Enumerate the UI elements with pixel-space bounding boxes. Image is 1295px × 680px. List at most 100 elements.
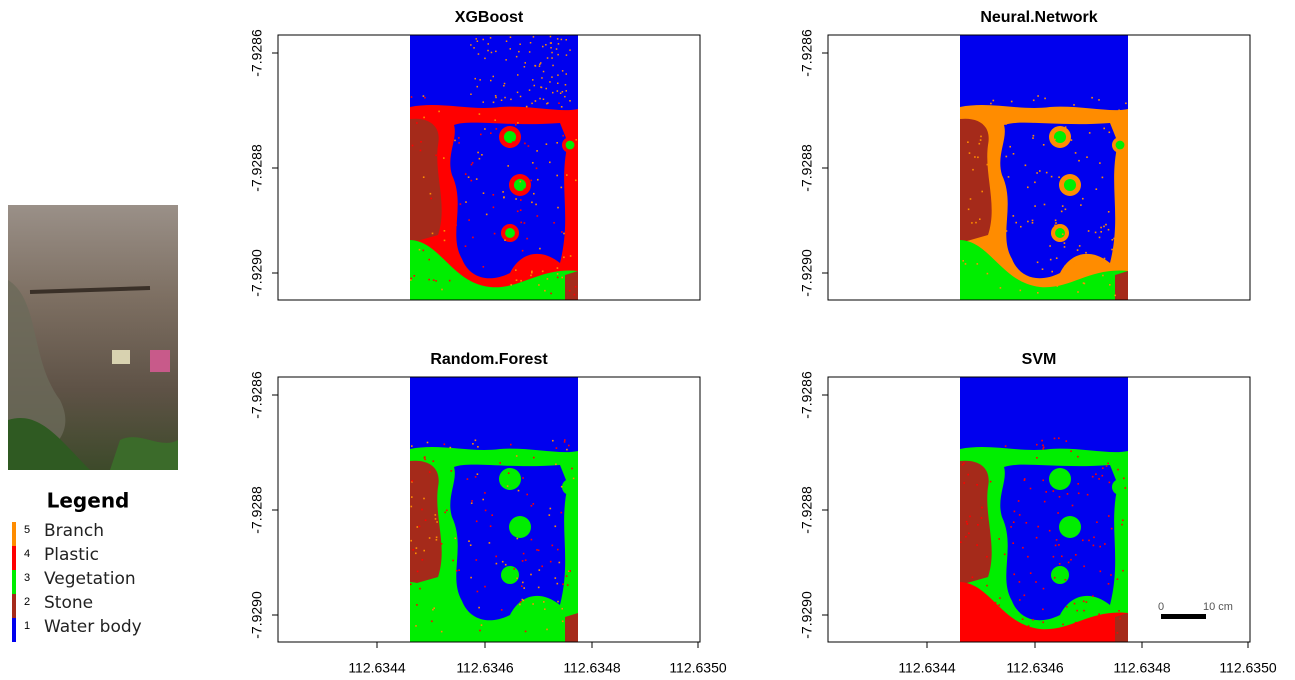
speckle <box>981 507 983 509</box>
speckle <box>470 544 472 546</box>
speckle <box>1108 229 1110 231</box>
legend-code: 1 <box>24 620 30 632</box>
speckle <box>541 77 543 79</box>
speckle <box>1096 521 1098 523</box>
speckle <box>537 215 539 217</box>
blob-core <box>1055 570 1065 580</box>
y-tick-label: -7.9286 <box>249 371 265 419</box>
speckle <box>967 474 969 476</box>
speckle <box>530 180 532 182</box>
speckle <box>428 259 430 261</box>
stone <box>960 461 992 585</box>
speckle <box>479 630 481 632</box>
x-tick-label: 112.6348 <box>1113 660 1171 676</box>
speckle <box>1093 545 1095 547</box>
speckle <box>1037 262 1039 264</box>
speckle <box>436 537 438 539</box>
speckle <box>966 521 968 523</box>
stone-corner <box>565 613 578 642</box>
speckle <box>980 139 982 141</box>
speckle <box>1073 104 1075 106</box>
speckle <box>516 578 518 580</box>
speckle <box>412 549 414 551</box>
speckle <box>483 192 485 194</box>
speckle <box>458 142 460 144</box>
speckle <box>1084 113 1086 115</box>
speckle <box>1096 188 1098 190</box>
speckle <box>1019 599 1021 601</box>
speckle <box>1117 469 1119 471</box>
speckle <box>977 157 979 159</box>
speckle <box>522 477 524 479</box>
speckle <box>984 619 986 621</box>
speckle <box>569 100 571 102</box>
speckle <box>1036 444 1038 446</box>
y-tick-label: -7.9290 <box>249 249 265 297</box>
speckle <box>550 508 552 510</box>
speckle <box>522 250 524 252</box>
speckle <box>1032 619 1034 621</box>
panels: XGBoost-7.9286-7.9288-7.9290Neural.Netwo… <box>249 9 1277 675</box>
speckle <box>551 52 553 54</box>
speckle <box>414 275 416 277</box>
speckle <box>1013 574 1015 576</box>
speckle <box>556 142 558 144</box>
legend-label: Stone <box>44 593 93 613</box>
speckle <box>510 444 512 446</box>
speckle <box>986 106 988 108</box>
speckle <box>1062 205 1064 207</box>
speckle <box>1092 261 1094 263</box>
speckle <box>546 629 548 631</box>
speckle <box>965 536 967 538</box>
speckle <box>1077 291 1079 293</box>
speckle <box>510 48 512 50</box>
speckle <box>436 111 438 113</box>
speckle <box>1092 595 1094 597</box>
speckle <box>998 538 1000 540</box>
speckle <box>559 562 561 564</box>
speckle <box>429 537 431 539</box>
speckle <box>1079 245 1081 247</box>
speckle <box>1004 554 1006 556</box>
speckle <box>444 240 446 242</box>
speckle <box>1117 578 1119 580</box>
speckle <box>1013 521 1015 523</box>
speckle <box>475 78 477 80</box>
speckle <box>458 137 460 139</box>
speckle <box>539 64 541 66</box>
legend-label: Plastic <box>44 545 99 565</box>
speckle <box>1024 478 1026 480</box>
speckle <box>981 517 983 519</box>
speckle <box>540 62 542 64</box>
speckle <box>551 42 553 44</box>
speckle <box>416 122 418 124</box>
speckle <box>504 83 506 85</box>
speckle <box>1064 266 1066 268</box>
speckle <box>431 621 433 623</box>
speckle <box>563 233 565 235</box>
speckle <box>1035 581 1037 583</box>
speckle <box>524 189 526 191</box>
speckle <box>411 506 413 508</box>
speckle <box>1110 629 1112 631</box>
blob-core <box>505 570 515 580</box>
speckle <box>1107 463 1109 465</box>
speckle <box>1067 493 1069 495</box>
speckle <box>547 57 549 59</box>
speckle <box>496 128 498 130</box>
speckle <box>454 140 456 142</box>
classification-map <box>410 35 578 300</box>
speckle <box>1065 209 1067 211</box>
speckle <box>552 440 554 442</box>
speckle <box>522 599 524 601</box>
speckle <box>1089 132 1091 134</box>
speckle <box>1098 99 1100 101</box>
speckle <box>1083 566 1085 568</box>
speckle <box>524 143 526 145</box>
speckle <box>1106 465 1108 467</box>
speckle <box>540 86 542 88</box>
legend-swatch <box>12 618 16 642</box>
speckle <box>557 601 559 603</box>
speckle <box>557 54 559 56</box>
speckle <box>465 245 467 247</box>
